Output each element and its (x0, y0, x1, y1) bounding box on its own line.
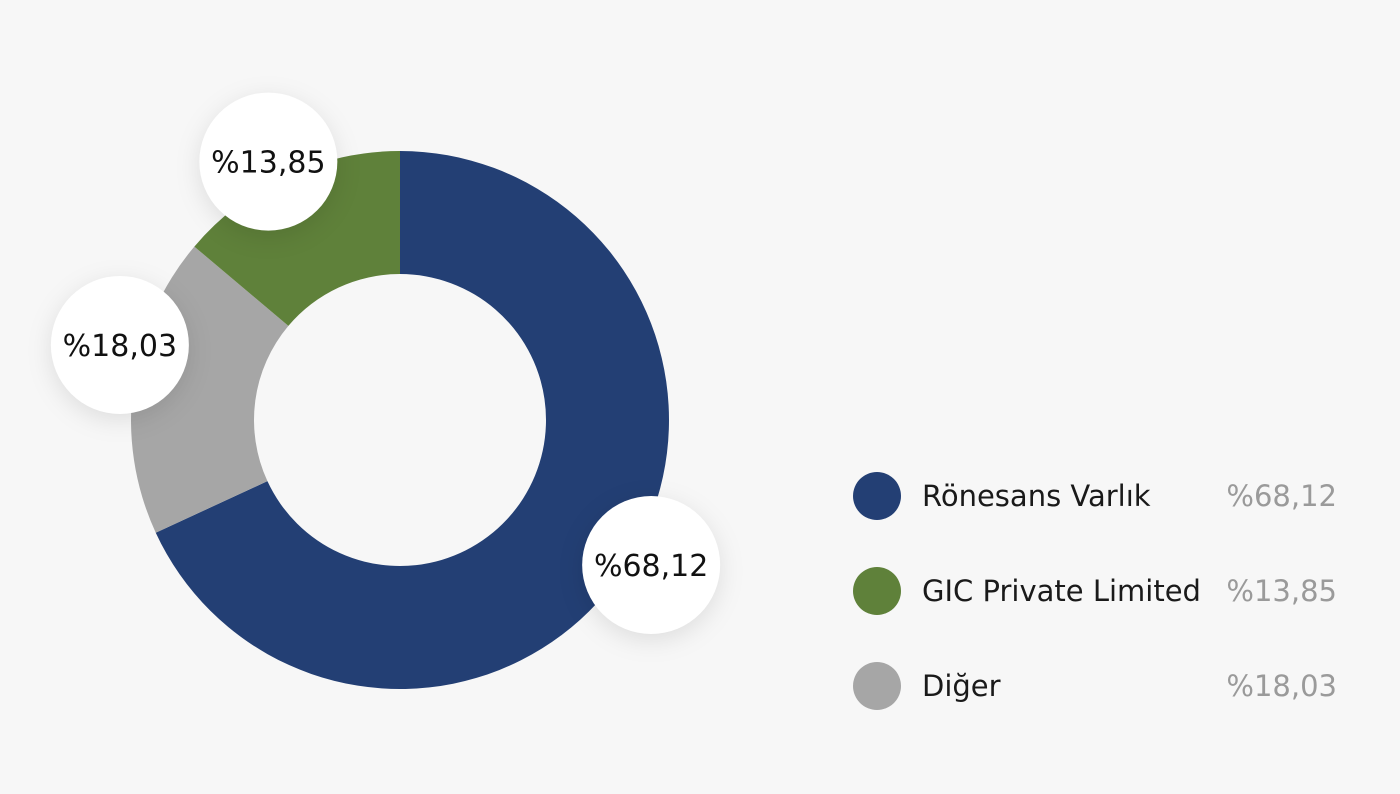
bubble-background (582, 496, 721, 634)
legend-label: Rönesans Varlık (922, 479, 1151, 513)
bubble-background (50, 275, 189, 414)
legend-value: %68,12 (1226, 479, 1337, 513)
donut-slice (155, 151, 669, 689)
slice-value-label: %18,03 (63, 329, 177, 364)
legend-item-ronesans: Rönesans Varlık %68,12 (853, 472, 1343, 520)
legend-swatch (853, 567, 901, 615)
legend-swatch (853, 472, 901, 520)
legend-item-diger: Diğer %18,03 (853, 662, 1343, 710)
slice-value-label: %68,12 (594, 549, 708, 584)
legend-value: %13,85 (1226, 574, 1337, 608)
donut-chart: %68,12 %18,03 %13,85 (50, 92, 721, 689)
chart-legend: Rönesans Varlık %68,12 GIC Private Limit… (853, 472, 1343, 757)
bubble-background (199, 92, 338, 231)
slice-value-label: %13,85 (211, 146, 325, 181)
legend-swatch (853, 662, 901, 710)
legend-value: %18,03 (1226, 669, 1337, 703)
slice-value-bubble: %13,85 (199, 92, 338, 231)
donut-slice (194, 151, 400, 326)
legend-item-gic: GIC Private Limited %13,85 (853, 567, 1343, 615)
slice-value-bubble: %18,03 (50, 275, 189, 414)
legend-label: GIC Private Limited (922, 574, 1201, 608)
slice-value-bubble: %68,12 (582, 496, 721, 634)
legend-label: Diğer (922, 669, 1001, 703)
